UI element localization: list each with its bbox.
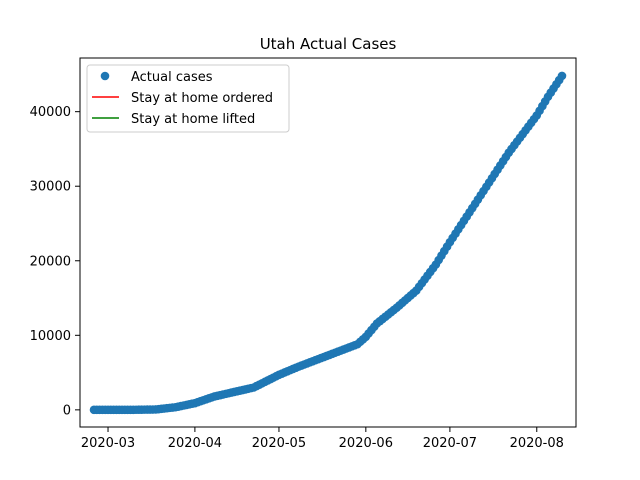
legend-item: Actual cases xyxy=(100,70,213,85)
y-tick-label: 30000 xyxy=(30,180,71,195)
y-tick-label: 20000 xyxy=(30,254,71,269)
y-tick-label: 10000 xyxy=(30,329,71,344)
x-tick-label: 2020-08 xyxy=(510,436,564,451)
series-actual-cases xyxy=(89,71,567,415)
x-tick-label: 2020-04 xyxy=(168,436,222,451)
x-tick-label: 2020-03 xyxy=(81,436,135,451)
x-tick-label: 2020-07 xyxy=(423,436,477,451)
legend-item: Stay at home lifted xyxy=(92,112,255,127)
x-tick-label: 2020-05 xyxy=(252,436,306,451)
legend-item: Stay at home ordered xyxy=(92,91,273,106)
data-point xyxy=(557,71,567,81)
legend-label: Stay at home lifted xyxy=(131,112,255,127)
x-tick-label: 2020-06 xyxy=(339,436,393,451)
legend-label: Actual cases xyxy=(131,70,213,85)
plot-area xyxy=(89,71,567,415)
legend-marker xyxy=(100,71,110,81)
legend: Actual cases Stay at home ordered Stay at … xyxy=(86,64,290,133)
legend-box xyxy=(86,64,290,133)
legend-label: Stay at home ordered xyxy=(131,91,273,106)
axes-frame xyxy=(79,57,577,428)
y-tick-label: 0 xyxy=(63,403,71,418)
axes: 2020-03 2020-04 2020-05 2020-06 2020-07 2020-… xyxy=(30,57,577,451)
chart-title: Utah Actual Cases xyxy=(260,35,397,53)
y-tick-label: 40000 xyxy=(30,105,71,120)
